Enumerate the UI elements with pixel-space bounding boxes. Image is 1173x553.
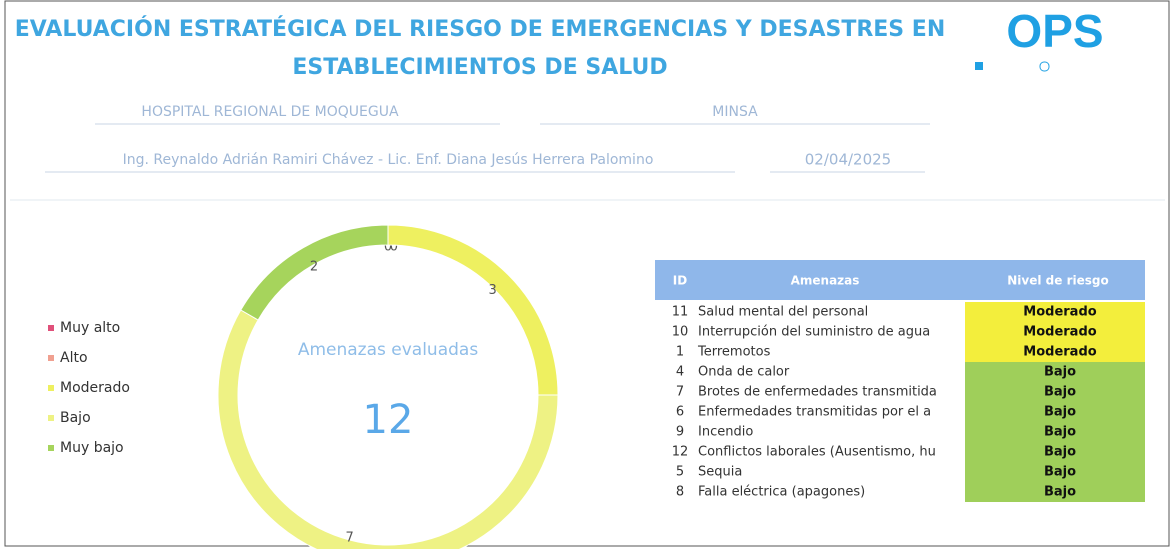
row-id: 10 [672,325,689,340]
level-cell [965,402,1145,422]
legend-label: Muy alto [60,320,120,336]
data-label: 0 [384,240,392,255]
row-threat: Conflictos laborales (Ausentismo, hu [698,445,936,460]
legend-label: Alto [60,350,88,366]
logo-icon [1039,61,1050,72]
row-id: 5 [676,465,684,480]
level-cell [965,342,1145,362]
row-threat: Falla eléctrica (apagones) [698,485,865,500]
row-threat: Brotes de enfermedades transmitida [698,385,937,400]
legend-marker [48,385,54,391]
row-threat: Interrupción del suministro de agua [698,325,930,340]
date: 02/04/2025 [805,151,891,169]
row-id: 7 [676,385,684,400]
row-level: Moderado [1023,325,1096,340]
row-id: 8 [676,485,684,500]
level-cell [965,362,1145,382]
legend-marker [48,415,54,421]
frame [4,0,1170,547]
data-label: 0 [390,240,398,255]
institution: MINSA [712,104,758,120]
row-id: 6 [676,405,684,420]
row-level: Bajo [1044,405,1076,420]
column-header: ID [673,274,687,288]
level-cell [965,462,1145,482]
row-level: Moderado [1023,345,1096,360]
data-label: 7 [346,530,354,545]
legend-label: Moderado [60,380,130,396]
legend-label: Muy bajo [60,440,124,456]
row-threat: Enfermedades transmitidas por el a [698,405,931,420]
legend-label: Bajo [60,410,91,426]
row-id: 9 [676,425,684,440]
row-threat: Onda de calor [698,365,790,380]
row-level: Moderado [1023,305,1096,320]
title-line: ESTABLECIMIENTOS DE SALUD [292,55,667,80]
legend-marker [48,445,54,451]
donut-segment [240,224,389,321]
row-id: 11 [672,305,689,320]
evaluators: Ing. Reynaldo Adrián Ramiri Chávez - Lic… [123,152,654,168]
row-level: Bajo [1044,425,1076,440]
legend-marker [48,325,54,331]
title-line: EVALUACIÓN ESTRATÉGICA DEL RIESGO DE EME… [15,16,946,42]
data-label: 2 [310,259,318,274]
center-label: Amenazas evaluadas [298,340,479,360]
row-id: 1 [676,345,684,360]
column-header: Nivel de riesgo [1007,274,1108,288]
logo-icon [975,62,983,70]
row-id: 12 [672,445,689,460]
row-threat: Incendio [698,425,753,440]
row-level: Bajo [1044,365,1076,380]
row-level: Bajo [1044,465,1076,480]
row-level: Bajo [1044,485,1076,500]
level-cell [965,302,1145,322]
donut-segment [387,224,559,396]
level-cell [965,382,1145,402]
row-threat: Terremotos [697,345,771,360]
data-label: 3 [489,283,497,298]
establishment: HOSPITAL REGIONAL DE MOQUEGUA [141,104,399,120]
level-cell [965,442,1145,462]
logo: OPS [1006,5,1103,57]
table-header [655,260,1145,300]
legend-marker [48,355,54,361]
level-cell [965,482,1145,502]
level-cell [965,322,1145,342]
center-value: 12 [363,397,414,443]
row-threat: Sequia [698,465,742,480]
row-threat: Salud mental del personal [698,305,868,320]
level-cell [965,422,1145,442]
row-level: Bajo [1044,385,1076,400]
row-level: Bajo [1044,445,1076,460]
column-header: Amenazas [791,274,860,288]
row-id: 4 [676,365,684,380]
